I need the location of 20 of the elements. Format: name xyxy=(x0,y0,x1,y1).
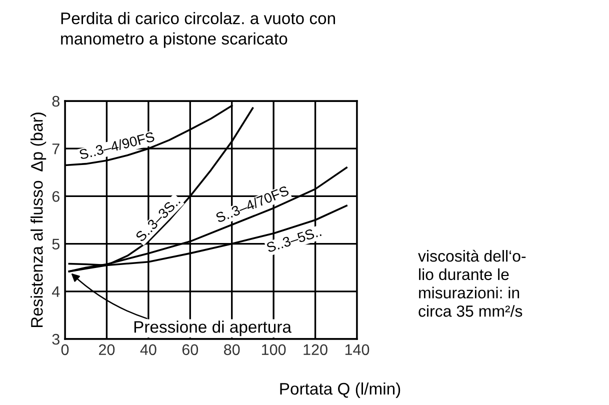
x-tick-label: 100 xyxy=(262,344,286,356)
y-tick-label: 4 xyxy=(52,286,60,297)
text: S..3–5S.. xyxy=(266,226,322,253)
x-tick-label: 60 xyxy=(182,344,198,356)
x-axis-title: Portata Q (l/min) xyxy=(280,382,400,398)
x-tick-label: 140 xyxy=(345,344,370,356)
annotation: Pressione di apertura xyxy=(134,320,292,336)
x-tick-label: 40 xyxy=(140,344,156,356)
y-tick-label: 8 xyxy=(52,96,60,107)
y-tick-label: 7 xyxy=(52,144,60,154)
x-tick-label: 0 xyxy=(61,344,69,356)
y-tick-label: 3 xyxy=(52,334,60,345)
y-tick-label: 5 xyxy=(52,238,60,250)
x-tick-label: 20 xyxy=(98,344,115,356)
text: viscosità dell‘o- lio durante le misurazioni: in circa 35 mm²/s xyxy=(418,250,526,317)
chart-title: Perdita di carico circolaz. a vuoto con manometro a pistone scaricato xyxy=(61,12,335,48)
x-tick-label: 120 xyxy=(304,344,328,356)
x-tick-label: 80 xyxy=(224,344,240,356)
y-axis-title: Resistenza al flusso Δp (bar) xyxy=(30,112,46,328)
y-tick-label: 6 xyxy=(52,191,60,202)
